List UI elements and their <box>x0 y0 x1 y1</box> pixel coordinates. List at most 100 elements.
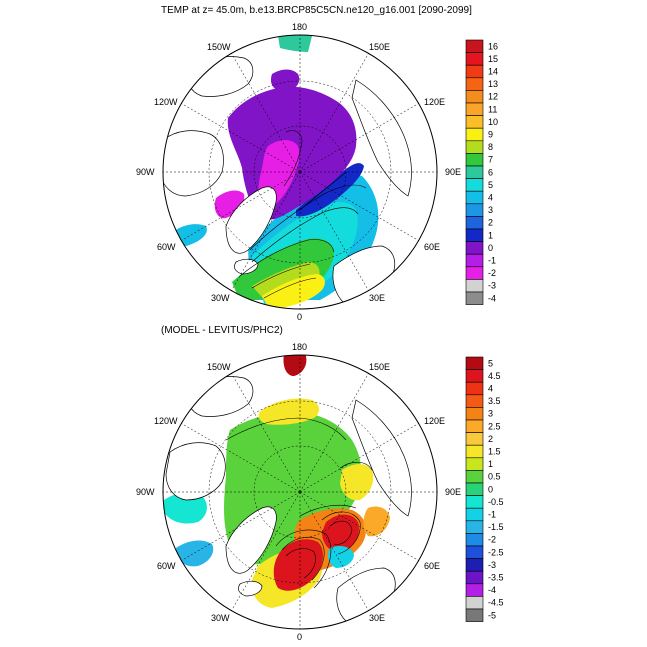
top-colorbar-box-8 <box>465 140 484 154</box>
bottom-land-canada <box>165 442 226 501</box>
bottom-graticule <box>163 355 437 629</box>
top-colorbar-box-2 <box>465 64 484 79</box>
bottom-field-cyan-labrador <box>176 540 214 567</box>
bottom-colorbar-label-1: 4.5 <box>488 371 501 381</box>
bottom-colorbar-box-5 <box>465 419 484 433</box>
top-contours <box>239 130 367 299</box>
top-lon-label-0: 0 <box>297 312 303 322</box>
bottom-colorbar-box-9 <box>465 470 484 484</box>
bottom-field-yellow-east <box>340 464 374 501</box>
top-colorbar-label-16: 0 <box>488 243 493 253</box>
top-colorbar-box-10 <box>465 165 484 179</box>
bottom-lon-label-120w: 120W <box>154 416 178 426</box>
bottom-field-red-bering <box>283 355 307 376</box>
top-colorbar-label-19: -3 <box>488 281 496 291</box>
top-lon-label-120w: 120W <box>154 97 178 107</box>
bottom-colorbar-box-4 <box>465 407 484 421</box>
top-colorbar-label-1: 15 <box>488 54 498 64</box>
top-map <box>162 34 438 310</box>
bottom-colorbar-box-8 <box>465 457 484 471</box>
bottom-colorbar-label-7: 1.5 <box>488 447 501 457</box>
top-colorbar-box-11 <box>465 178 484 192</box>
top-lon-label-90w: 90W <box>136 167 155 177</box>
bottom-colorbar-box-13 <box>465 520 484 534</box>
top-colorbar-label-2: 14 <box>488 67 498 77</box>
top-colorbar-box-5 <box>465 102 484 116</box>
top-colorbar-label-18: -2 <box>488 268 496 278</box>
bottom-colorbar-label-15: -2.5 <box>488 547 504 557</box>
top-field-yellow <box>262 274 325 309</box>
top-field-blue <box>296 163 364 217</box>
top-colorbar-label-11: 5 <box>488 180 493 190</box>
bottom-colorbar-label-5: 2.5 <box>488 421 501 431</box>
top-lon-label-90e: 90E <box>445 167 462 177</box>
bottom-field-cyan-canada <box>164 492 207 524</box>
top-colorbar-label-15: 1 <box>488 230 493 240</box>
top-colorbar-box-18 <box>465 266 484 280</box>
top-colorbar-label-13: 3 <box>488 205 493 215</box>
bottom-colorbar-label-9: 0.5 <box>488 472 501 482</box>
top-graticule <box>163 35 437 309</box>
top-land-iceland <box>234 258 259 275</box>
bottom-colorbar-box-6 <box>465 432 484 446</box>
top-field-purple-pacific <box>270 69 300 92</box>
bottom-lon-label-120e: 120E <box>424 416 446 426</box>
bottom-colorbar-label-8: 1 <box>488 459 493 469</box>
top-colorbar-label-7: 9 <box>488 130 493 140</box>
top-colorbar-box-17 <box>465 253 484 268</box>
top-colorbar-box-20 <box>465 291 484 305</box>
bottom-lon-label-90w: 90W <box>136 487 155 497</box>
bottom-lon-label-150e: 150E <box>369 362 391 372</box>
bottom-colorbar-label-11: -0.5 <box>488 497 504 507</box>
top-colorbar-box-7 <box>465 127 484 142</box>
top-colorbar-label-12: 4 <box>488 193 493 203</box>
top-land-greenland <box>225 186 277 254</box>
bottom-colorbar-box-19 <box>465 596 484 610</box>
bottom-colorbar-label-0: 5 <box>488 358 493 368</box>
top-panel-title: TEMP at z= 45.0m, b.e13.BRCP85C5CN.ne120… <box>161 5 472 16</box>
bottom-colorbar-box-7 <box>465 444 484 459</box>
bottom-lon-label-150w: 150W <box>207 362 231 372</box>
top-colorbar-box-13 <box>465 203 484 217</box>
top-lon-label-150w: 150W <box>207 42 231 52</box>
bottom-colorbar-box-11 <box>465 495 484 509</box>
top-colorbar-box-14 <box>465 216 484 230</box>
bottom-colorbar-box-1 <box>465 369 484 383</box>
top-map-border <box>162 34 438 310</box>
top-lon-label-60w: 60W <box>157 242 176 252</box>
bottom-colorbar: 5 4.5 4 3.5 3 2.5 2 1.5 1 0.5 0 -0.5 -1 -1.5 -2 -2.5 -3 -… <box>465 356 504 622</box>
top-colorbar-box-16 <box>465 241 484 255</box>
top-lon-label-150e: 150E <box>369 42 391 52</box>
bottom-map <box>162 354 438 630</box>
bottom-colorbar-label-2: 4 <box>488 384 493 394</box>
top-colorbar-label-20: -4 <box>488 293 496 303</box>
top-field-pacific-cyan <box>278 35 312 52</box>
top-colorbar-box-6 <box>465 115 484 129</box>
bottom-field-red-barents <box>322 514 360 553</box>
top-colorbar-label-8: 8 <box>488 142 493 152</box>
bottom-colorbar-box-14 <box>465 533 484 547</box>
bottom-colorbar-label-10: 0 <box>488 484 493 494</box>
top-colorbar-label-0: 16 <box>488 41 498 51</box>
bottom-colorbar-box-18 <box>465 583 484 597</box>
top-lon-label-60e: 60E <box>424 242 441 252</box>
top-colorbar-label-4: 12 <box>488 92 498 102</box>
top-lon-label-30w: 30W <box>211 293 230 303</box>
bottom-land-greenland <box>225 506 277 574</box>
bottom-lon-label-90e: 90E <box>445 487 462 497</box>
bottom-colorbar-label-14: -2 <box>488 535 496 545</box>
top-colorbar-label-17: -1 <box>488 256 496 266</box>
bottom-lon-label-0: 0 <box>297 632 303 642</box>
bottom-field-red-nordic <box>273 539 323 591</box>
bottom-land-iceland <box>238 580 263 597</box>
bottom-colorbar-box-15 <box>465 545 484 559</box>
bottom-colorbar-box-17 <box>465 570 484 585</box>
top-colorbar-label-6: 10 <box>488 117 498 127</box>
bottom-colorbar-label-12: -1 <box>488 510 496 520</box>
top-lon-label-180: 180 <box>292 22 308 32</box>
bottom-colorbar-label-20: -5 <box>488 610 496 620</box>
bottom-lon-label-30w: 30W <box>211 613 230 623</box>
bottom-colorbar-box-10 <box>465 482 484 496</box>
